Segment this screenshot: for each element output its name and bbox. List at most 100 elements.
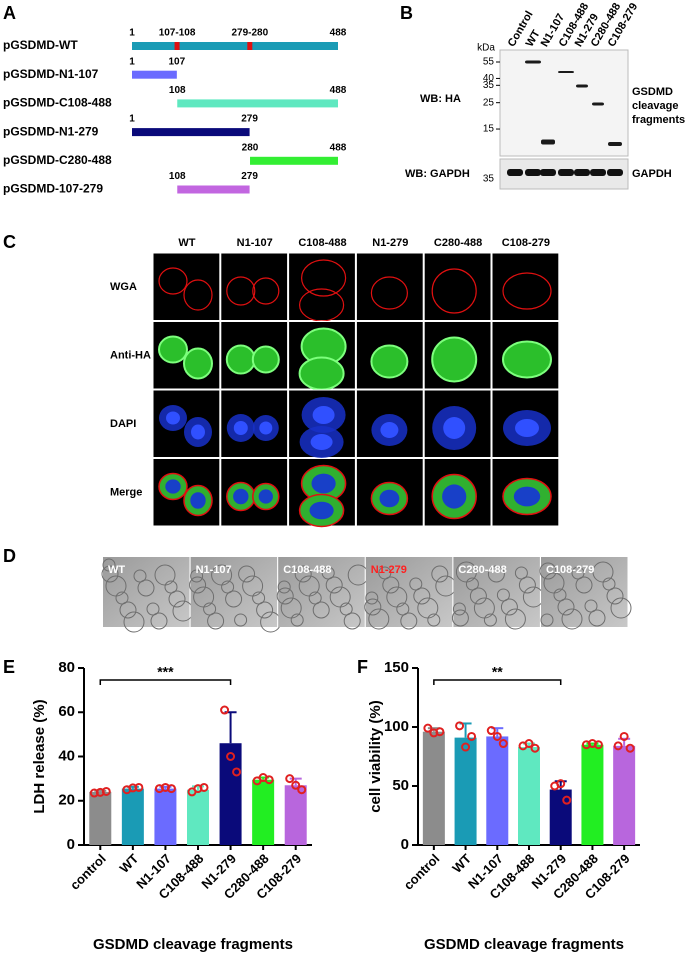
cell (251, 345, 280, 374)
construct-bar (132, 42, 338, 50)
data-point (101, 786, 111, 796)
panel-label: A (3, 3, 16, 23)
cell (514, 566, 528, 580)
cell (242, 575, 264, 597)
cell (190, 569, 204, 583)
significance-label: *** (157, 664, 174, 680)
cell (606, 587, 624, 605)
cell (158, 267, 188, 295)
cell (465, 577, 479, 591)
image-label: WT (108, 564, 125, 576)
cell (386, 586, 408, 608)
kda-unit: kDa (477, 43, 495, 54)
data-point (297, 785, 307, 795)
bar (252, 779, 275, 845)
construct-start: 1 (129, 28, 135, 39)
row-header: Merge (110, 487, 142, 499)
cell (329, 586, 351, 608)
construct-bar (132, 70, 177, 79)
construct-bar (177, 185, 250, 194)
site-label: 279-280 (231, 28, 268, 39)
cell (119, 601, 137, 619)
y-tick-label: 50 (392, 777, 409, 794)
data-point (562, 795, 572, 805)
ha-band (592, 102, 604, 106)
cell (473, 597, 495, 619)
cell (553, 588, 567, 602)
cell (571, 566, 585, 580)
cell (277, 580, 291, 594)
gapdh-band (607, 169, 623, 176)
construct-name: pGSDMD-C280-488 (3, 153, 112, 167)
marker-label: 35 (483, 80, 495, 91)
right-label: fragments (632, 114, 685, 126)
cell (226, 276, 256, 306)
ha-band (576, 84, 588, 88)
cell (123, 611, 145, 633)
cell (500, 598, 518, 616)
cell (276, 587, 294, 605)
nucleus (309, 501, 334, 520)
cell (451, 609, 469, 627)
data-point (486, 726, 496, 736)
panel-label: B (400, 3, 413, 23)
cell (487, 565, 505, 583)
construct-end: 279 (241, 171, 258, 182)
bar (219, 743, 242, 845)
column-header: C108-279 (502, 237, 550, 249)
construct-name: pGSDMD-N1-279 (3, 124, 99, 138)
cell (183, 347, 213, 380)
cell (431, 268, 477, 314)
construct-end: 488 (330, 142, 347, 153)
cell (102, 558, 116, 572)
y-tick-label: 100 (384, 718, 409, 735)
cell (364, 598, 382, 616)
cell (496, 588, 510, 602)
panel-label: F (357, 657, 368, 677)
cell (225, 344, 256, 375)
cell (610, 597, 632, 619)
cell (431, 336, 478, 383)
cell (543, 572, 565, 594)
cell (602, 577, 616, 591)
x-tick-label: WT (449, 851, 474, 876)
site-label: 107-108 (159, 28, 196, 39)
cell (207, 612, 225, 630)
y-tick-label: 40 (58, 747, 75, 764)
bar (121, 788, 144, 845)
nucleus (258, 489, 273, 504)
nucleus (311, 473, 336, 494)
cell (189, 576, 207, 594)
cell (137, 579, 155, 597)
cell (431, 565, 449, 583)
ha-band (541, 139, 555, 145)
y-tick-label: 60 (58, 703, 75, 720)
cell (588, 609, 606, 627)
nucleus (190, 492, 206, 509)
data-point (423, 723, 433, 733)
nucleus (165, 479, 181, 494)
marker-label: 55 (483, 57, 495, 68)
data-point (264, 775, 274, 785)
bar (613, 745, 636, 845)
cell (455, 561, 477, 583)
marker-label: 15 (483, 124, 495, 135)
micrograph (355, 389, 424, 458)
cell (133, 569, 147, 583)
data-point (556, 779, 566, 789)
data-point (166, 784, 176, 794)
nucleus (513, 486, 541, 507)
significance-bracket (433, 679, 562, 685)
column-header: WT (178, 237, 195, 249)
cell (584, 599, 598, 613)
bar (518, 747, 540, 845)
nucleus (443, 417, 466, 439)
cell (238, 565, 256, 583)
y-tick-label: 80 (58, 659, 75, 676)
construct-start: 1 (129, 114, 135, 125)
gapdh-band (525, 169, 541, 176)
cell (469, 587, 487, 605)
marker-label: 40 (483, 73, 495, 84)
cell (290, 613, 304, 627)
